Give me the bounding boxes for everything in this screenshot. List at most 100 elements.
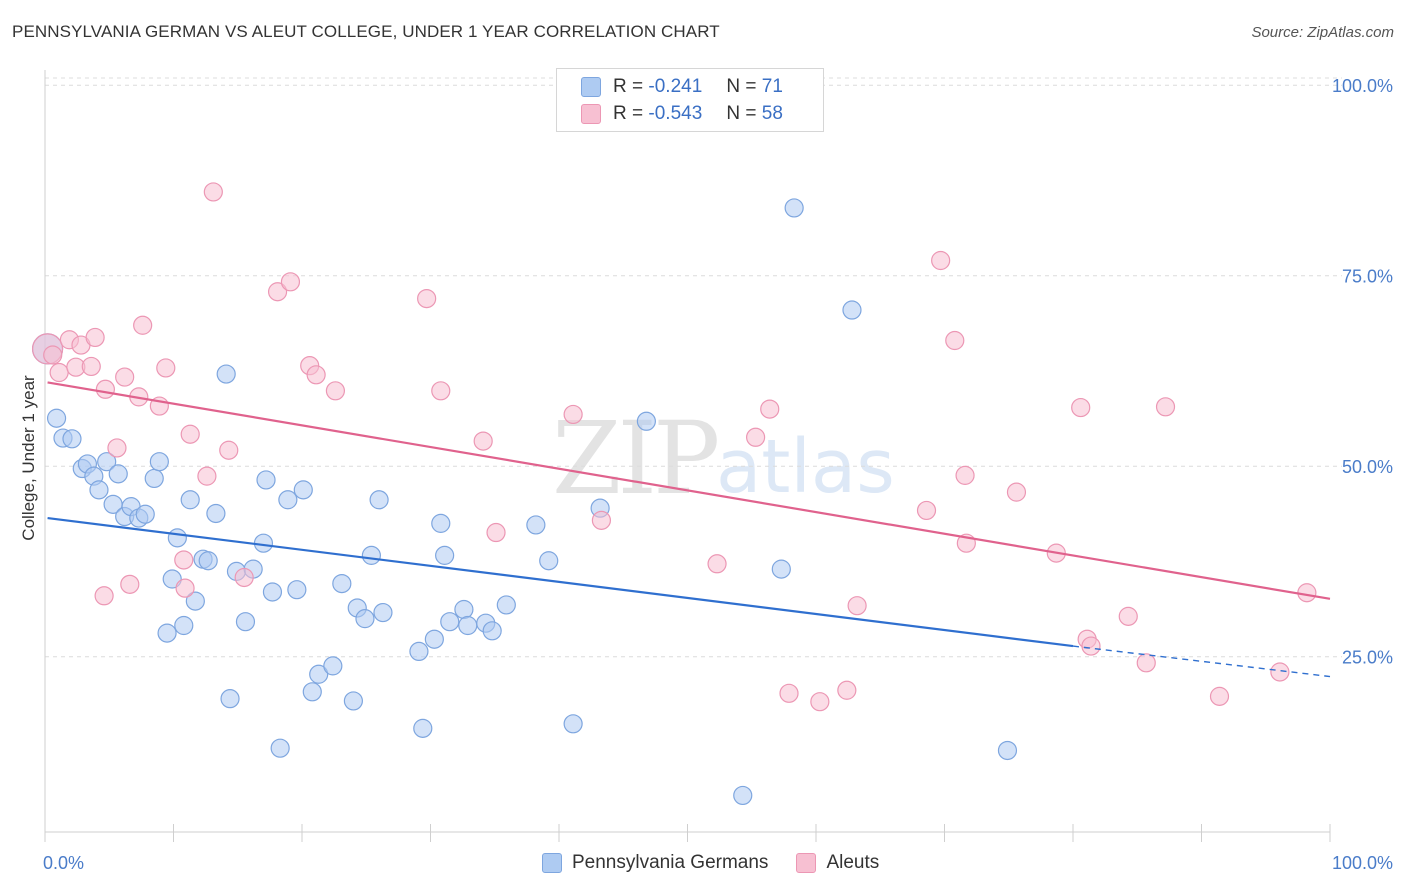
pennsylvania-german-point [733, 785, 753, 806]
aleut-point [43, 345, 63, 365]
trend-lines [47, 381, 1331, 678]
aleut-point [1155, 397, 1176, 417]
pennsylvania-german-point [771, 559, 791, 579]
pennsylvania-german-point [293, 480, 313, 500]
pennsylvania-german-point [539, 551, 559, 571]
axes [44, 70, 1331, 842]
pennsylvania-german-point [435, 545, 455, 565]
aleut-point [931, 250, 951, 271]
aleut-point [945, 330, 965, 351]
pennsylvania-german-point [369, 490, 389, 510]
pennsylvania-german-point [180, 490, 200, 510]
trend-line-extension [1072, 645, 1331, 678]
aleut-point [837, 680, 857, 700]
pennsylvania-german-point [157, 623, 177, 643]
watermark-atlas: atlas [716, 424, 895, 510]
pennsylvania-german-point [235, 612, 256, 632]
aleut-point [120, 574, 140, 594]
pennsylvania-german-point [256, 470, 276, 490]
aleut-point [174, 550, 194, 570]
pennsylvania-german-point [332, 573, 352, 594]
aleut-point [94, 586, 114, 606]
r-value-blue: -0.241 [648, 76, 703, 97]
source-label: Source: ZipAtlas.com [1251, 24, 1394, 41]
aleut-point [1270, 662, 1290, 682]
aleut-point [133, 315, 153, 335]
aleut-point [760, 399, 780, 419]
pennsylvania-german-point [424, 629, 444, 649]
pennsylvania-german-point [108, 464, 128, 484]
aleut-point [156, 358, 176, 378]
pennsylvania-german-point [198, 551, 218, 571]
n-value-pink: 58 [761, 103, 783, 124]
aleut-point [85, 327, 105, 348]
aleut-point [180, 424, 200, 444]
y-tick-label: 50.0% [1342, 457, 1393, 477]
pennsylvania-german-point [97, 452, 117, 472]
aleut-point [431, 381, 451, 401]
pennsylvania-german-point [636, 411, 656, 431]
legend-label: Pennsylvania Germans [572, 852, 769, 873]
pennsylvania-german-point [440, 612, 460, 632]
aleut-point [847, 596, 867, 616]
pennsylvania-german-point [482, 621, 502, 641]
aleut-point [234, 567, 254, 588]
blue-swatch-icon [542, 853, 562, 873]
aleut-point [810, 692, 830, 712]
y-tick-label: 75.0% [1342, 267, 1393, 287]
pennsylvania-german-point [309, 664, 329, 684]
aleut-point [779, 683, 799, 703]
legend-row-aleuts: R = -0.543 N = 58 [581, 101, 783, 127]
pennsylvania-german-point [343, 691, 363, 711]
aleut-point [1297, 583, 1317, 603]
pink-swatch-icon [796, 853, 817, 873]
pennsylvania-german-point [373, 602, 393, 623]
pennsylvania-german-point [563, 714, 583, 734]
pennsylvania-german-point [302, 682, 322, 702]
aleut-point [417, 289, 437, 309]
pennsylvania-german-point [431, 513, 451, 533]
aleut-point [81, 356, 101, 377]
pennsylvania-german-point [185, 591, 205, 611]
pennsylvania-german-point [413, 718, 433, 738]
pennsylvania-german-point [323, 656, 343, 676]
legend-row-pennsylvania-germans: R = -0.241 N = 71 [581, 74, 783, 100]
data-points [31, 182, 1317, 806]
blue-swatch-icon [581, 77, 601, 97]
n-label: N = [726, 76, 757, 97]
aleut-point [325, 381, 346, 401]
r-value-pink: -0.543 [648, 103, 703, 124]
pennsylvania-german-point [135, 504, 155, 524]
aleut-point [107, 438, 127, 458]
aleut-point [563, 404, 583, 425]
pennsylvania-german-point [278, 490, 298, 510]
aleut-point [49, 362, 69, 383]
aleut-point [591, 510, 612, 530]
trend-line [47, 381, 1331, 600]
aleut-point [1071, 397, 1091, 418]
aleut-point [95, 379, 115, 399]
pennsylvania-german-point [287, 580, 307, 600]
aleut-point [1209, 686, 1230, 706]
pennsylvania-german-point [167, 528, 187, 548]
n-value-blue: 71 [761, 76, 783, 97]
pennsylvania-german-point [409, 641, 429, 662]
pennsylvania-german-point [62, 429, 82, 449]
pennsylvania-german-point [454, 599, 474, 620]
aleut-point [267, 282, 288, 302]
n-label: N = [726, 103, 757, 124]
stats-legend: R = -0.241 N = 71 R = -0.543 N = 58 [556, 68, 824, 132]
pennsylvania-german-point [174, 615, 194, 636]
pennsylvania-german-point [149, 452, 169, 472]
x-tick-label: 0.0% [43, 853, 84, 873]
trend-line [47, 516, 1074, 648]
pennsylvania-german-point [458, 615, 478, 636]
pennsylvania-german-point [216, 364, 236, 384]
pennsylvania-german-point [355, 609, 375, 629]
pennsylvania-german-point [270, 738, 290, 758]
pennsylvania-german-point [526, 515, 546, 535]
r-label: R = [613, 103, 644, 124]
x-tick-label: 100.0% [1332, 853, 1393, 873]
aleut-point [175, 578, 195, 598]
